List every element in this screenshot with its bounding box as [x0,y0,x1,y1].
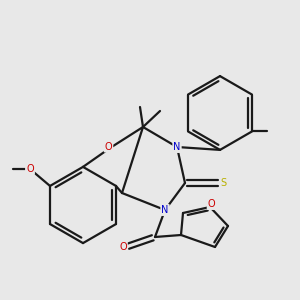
Text: S: S [220,178,226,188]
Text: N: N [173,142,181,152]
Text: O: O [208,199,215,209]
Text: O: O [105,142,112,152]
Text: N: N [161,205,169,215]
Text: O: O [26,164,34,174]
Text: O: O [26,164,34,173]
Text: O: O [119,242,127,252]
